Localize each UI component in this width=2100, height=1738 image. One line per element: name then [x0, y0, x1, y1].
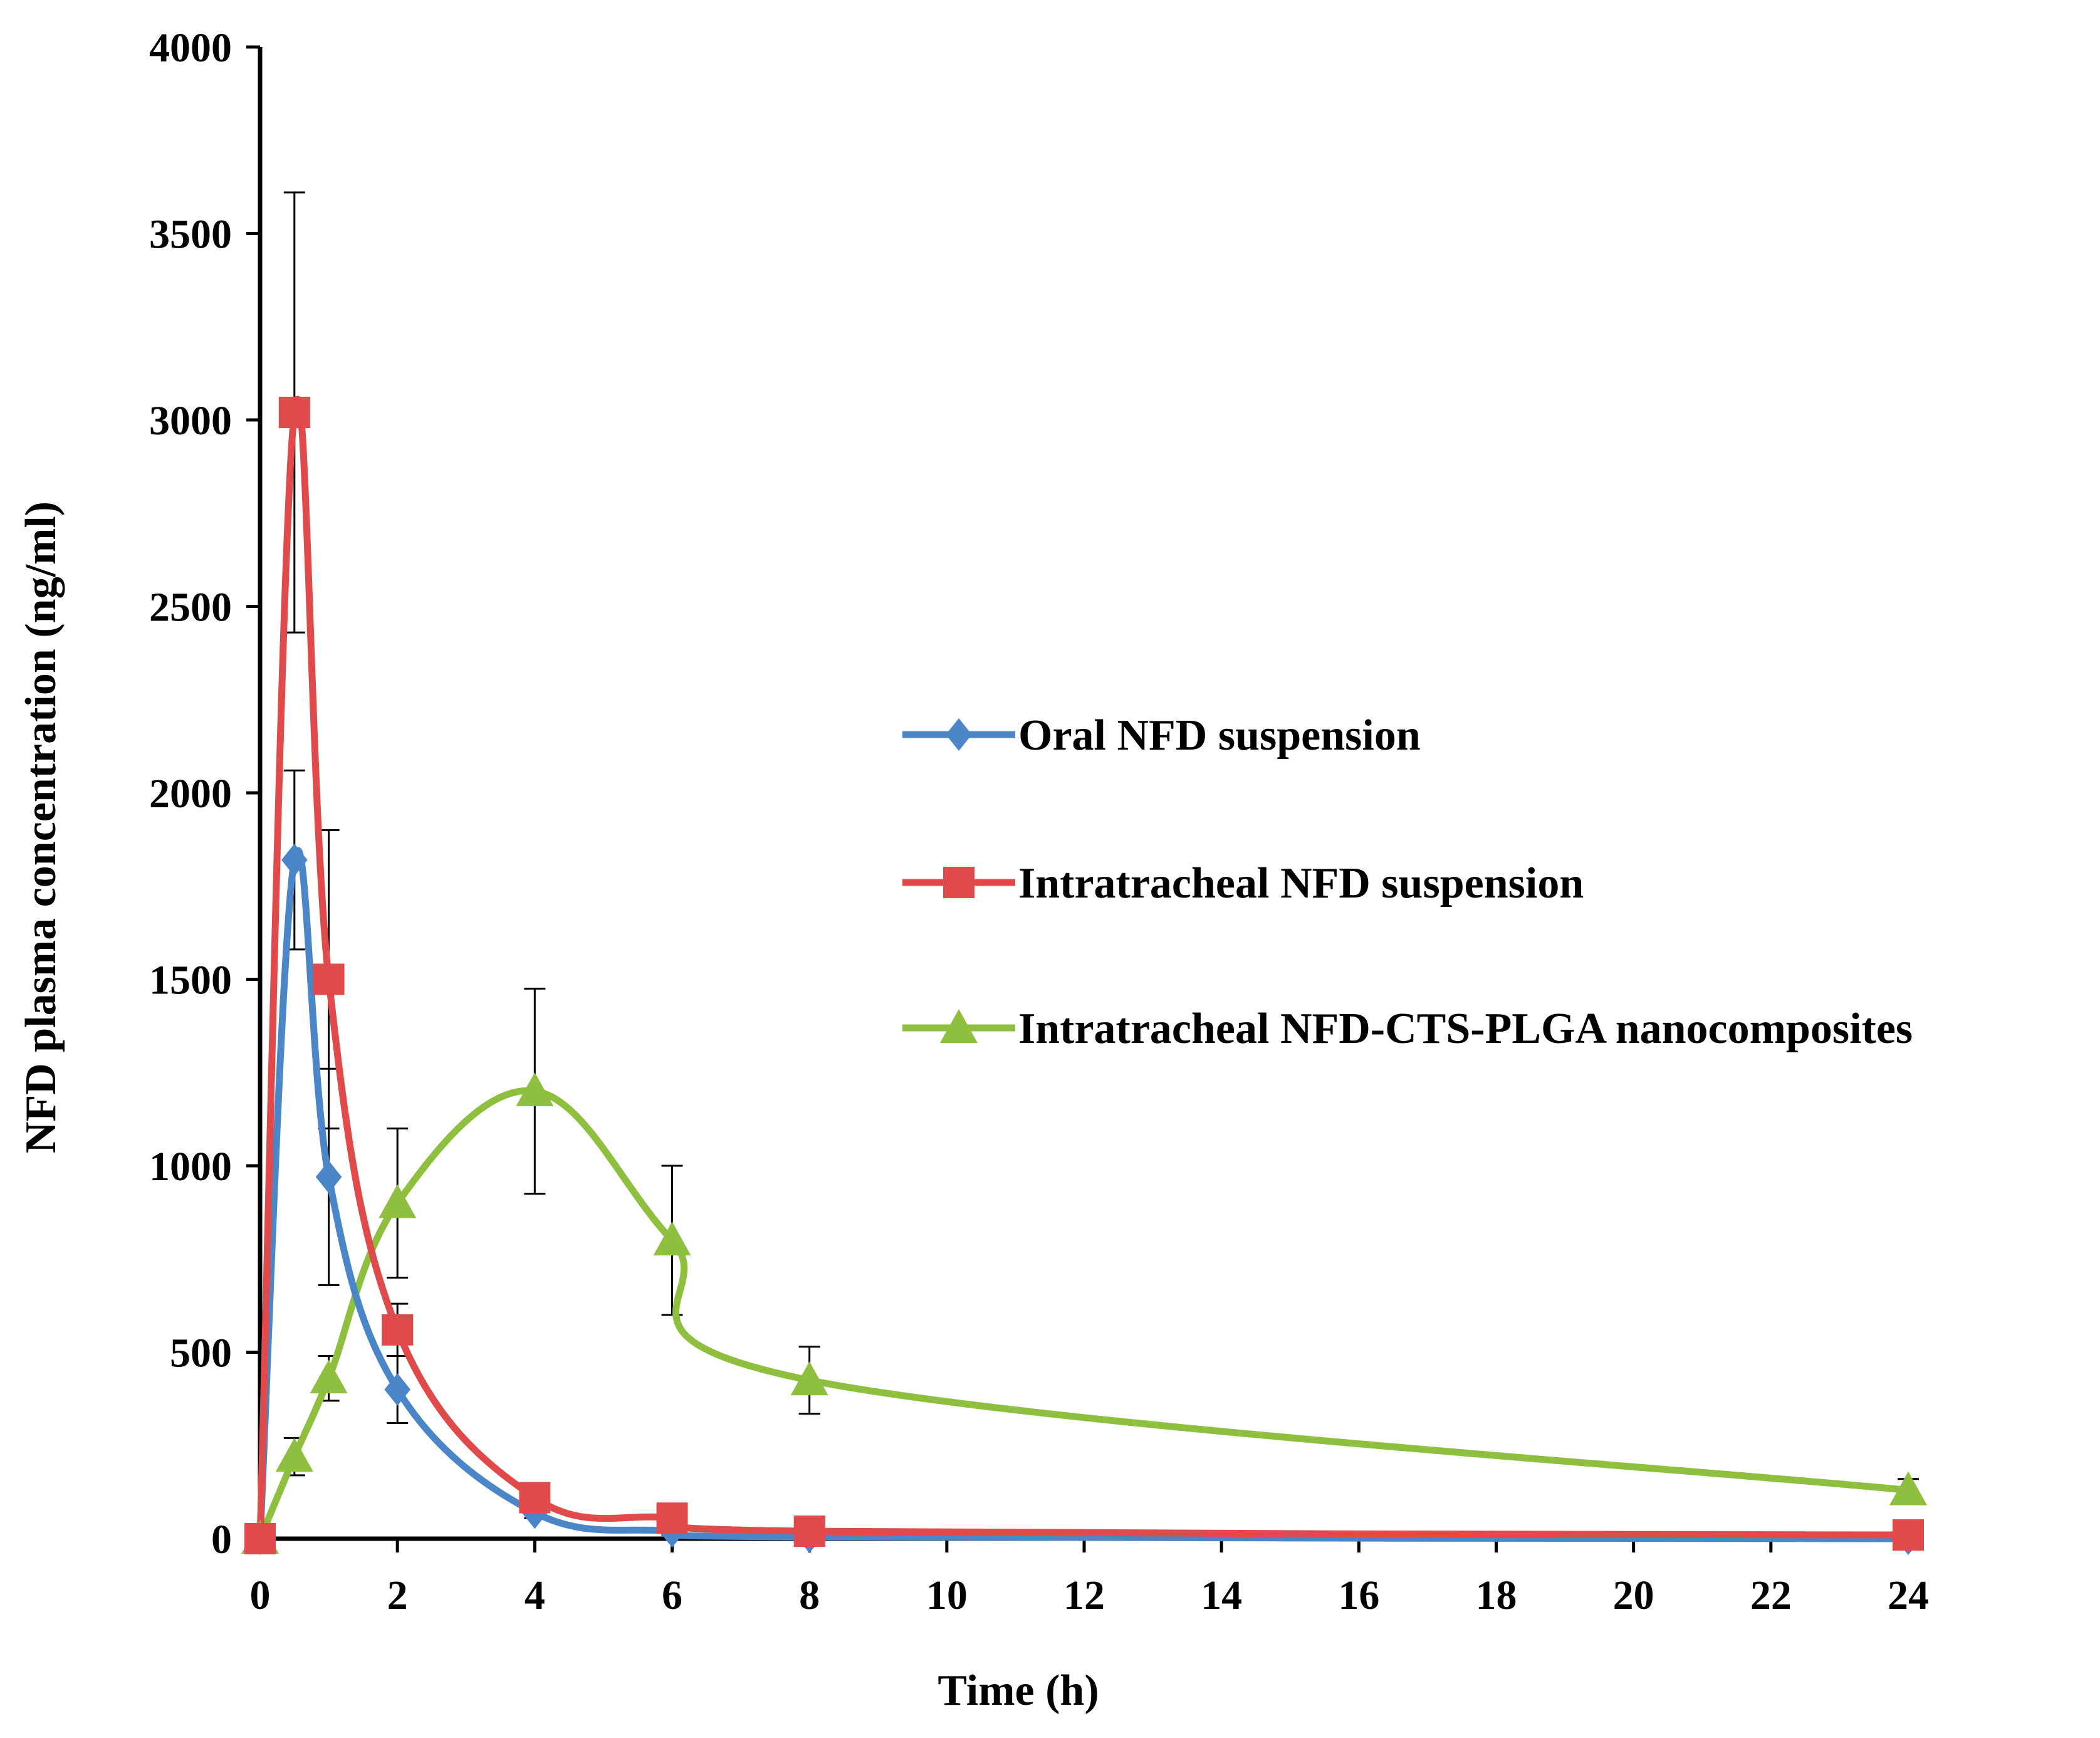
- data-markers: [241, 397, 1927, 1555]
- x-tick-label: 22: [1750, 1573, 1792, 1618]
- y-tick-label: 2500: [149, 585, 232, 631]
- data-point-square: [244, 1523, 276, 1554]
- x-tick-label: 24: [1888, 1573, 1929, 1618]
- axes: [246, 45, 1910, 1552]
- x-tick-label: 4: [525, 1573, 545, 1618]
- data-point-triangle: [653, 1222, 691, 1255]
- data-point-diamond: [281, 844, 308, 877]
- x-tick-label: 2: [387, 1573, 408, 1618]
- legend-label: Oral NFD suspension: [1018, 711, 1421, 760]
- x-tick-label: 18: [1476, 1573, 1517, 1618]
- data-point-square: [382, 1314, 414, 1346]
- x-axis-title: Time (h): [938, 1667, 1099, 1715]
- x-tick-label: 20: [1613, 1573, 1654, 1618]
- data-point-diamond: [315, 1160, 342, 1193]
- legend-label: Intratracheal NFD suspension: [1018, 859, 1584, 908]
- data-point-square: [656, 1502, 688, 1534]
- legend-marker-triangle: [940, 1009, 978, 1043]
- data-point-diamond: [384, 1373, 410, 1406]
- legend-marker-diamond: [946, 718, 972, 751]
- y-tick-label: 4000: [149, 25, 232, 71]
- x-tick-label: 12: [1063, 1573, 1105, 1618]
- x-tick-label: 10: [926, 1573, 968, 1618]
- x-tick-label: 6: [662, 1573, 682, 1618]
- y-tick-label: 3000: [149, 398, 232, 444]
- legend: Oral NFD suspension Intratracheal NFD sus…: [902, 711, 1913, 1053]
- series-line-square: [256, 395, 1909, 1539]
- x-tick-label: 0: [250, 1573, 271, 1618]
- data-point-triangle: [516, 1072, 554, 1106]
- y-tick-label: 0: [211, 1517, 232, 1563]
- legend-label: Intratracheal NFD-CTS-PLGA nanocomposite…: [1018, 1005, 1913, 1053]
- x-tick-label: 16: [1338, 1573, 1379, 1618]
- data-point-triangle: [310, 1359, 348, 1394]
- legend-marker-square: [943, 867, 974, 898]
- data-point-square: [519, 1482, 551, 1514]
- y-tick-label: 3500: [149, 212, 232, 258]
- y-tick-label: 1000: [149, 1144, 232, 1190]
- y-tick-label: 2000: [149, 771, 232, 817]
- data-point-square: [278, 397, 310, 429]
- y-tick-label: 1500: [149, 958, 232, 1003]
- series-line-diamond: [256, 847, 1909, 1542]
- data-point-triangle: [379, 1184, 417, 1218]
- data-point-triangle: [275, 1438, 313, 1472]
- data-point-square: [793, 1516, 825, 1547]
- data-point-square: [313, 963, 345, 995]
- y-axis-title: NFD plasma concentration (ng/ml): [17, 501, 65, 1153]
- x-tick-label: 8: [799, 1573, 820, 1618]
- data-point-triangle: [1889, 1471, 1927, 1505]
- series-lines: [256, 395, 1909, 1542]
- y-tick-label: 500: [170, 1331, 232, 1376]
- data-point-square: [1893, 1519, 1924, 1551]
- x-tick-label: 14: [1201, 1573, 1242, 1618]
- data-point-triangle: [790, 1361, 828, 1396]
- series-line-triangle: [256, 1087, 1909, 1541]
